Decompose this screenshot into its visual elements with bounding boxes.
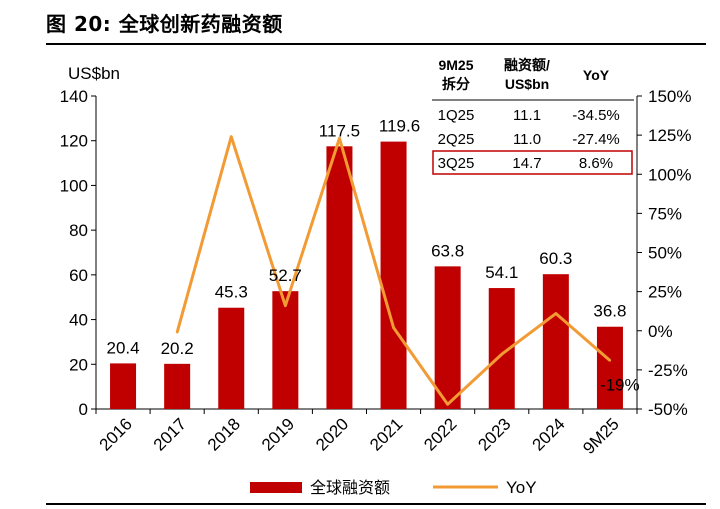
yoy-point (284, 304, 287, 307)
table-cell: -34.5% (572, 107, 620, 124)
figure-title: 图 20: 全球创新药融资额 (46, 12, 283, 36)
title-rule (46, 43, 706, 45)
bar-2021 (380, 141, 407, 409)
x-tick-label: 2018 (204, 414, 244, 454)
bar-2022 (434, 266, 461, 409)
table-cell: 3Q25 (438, 155, 475, 172)
yoy-value-label: -19% (600, 375, 640, 394)
table-header-cell: 9M25 (438, 57, 473, 73)
legend-bar-swatch (250, 482, 302, 493)
left-tick-label: 40 (69, 311, 88, 330)
x-tick-label: 2024 (528, 414, 568, 454)
bar-2016 (110, 363, 137, 409)
left-tick-label: 0 (79, 400, 88, 419)
table-cell: 11.0 (513, 131, 541, 148)
legend-line-label: YoY (506, 478, 537, 497)
left-tick-label: 60 (69, 266, 88, 285)
bar-2024 (542, 274, 569, 409)
x-tick-label: 2021 (366, 414, 406, 454)
table-header-cell: YoY (583, 67, 610, 83)
x-tick-label: 2023 (474, 414, 514, 454)
yoy-point (175, 331, 179, 334)
bar-2018 (218, 307, 245, 409)
right-tick-label: -25% (648, 361, 688, 380)
bottom-rule (46, 503, 706, 505)
x-tick-label: 2022 (420, 414, 460, 454)
right-tick-label: 125% (648, 126, 691, 145)
bar-value-label: 36.8 (593, 302, 626, 321)
x-tick-label: 2019 (258, 414, 298, 454)
x-tick-label: 9M25 (579, 414, 623, 458)
x-tick-label: 2020 (312, 414, 352, 454)
legend-bar-label: 全球融资额 (310, 479, 390, 497)
bar-2020 (326, 146, 353, 409)
bar-2017 (164, 363, 191, 409)
right-tick-label: 75% (648, 204, 682, 223)
yoy-point (230, 135, 233, 138)
table-cell: 11.1 (513, 107, 541, 124)
yoy-point (446, 403, 449, 406)
bar-9M25 (596, 326, 623, 409)
right-tick-label: 50% (648, 244, 682, 263)
right-tick-label: 100% (648, 165, 691, 184)
bar-value-label: 20.4 (107, 338, 140, 357)
right-tick-label: 150% (648, 87, 691, 106)
bar-value-label: 20.2 (161, 339, 194, 358)
yoy-point (608, 359, 612, 362)
bar-value-label: 54.1 (485, 263, 518, 282)
bar-value-label: 45.3 (215, 283, 248, 302)
table-cell: 1Q25 (438, 107, 475, 124)
yoy-point (554, 312, 558, 315)
x-tick-label: 2017 (150, 414, 190, 454)
table-cell: 14.7 (512, 155, 541, 172)
left-tick-label: 140 (60, 87, 88, 106)
right-tick-label: -50% (648, 400, 688, 419)
table-header-cell: US$bn (505, 76, 549, 92)
bar-value-label: 63.8 (431, 241, 464, 260)
bar-value-label: 119.6 (379, 117, 420, 136)
bar-2019 (272, 291, 299, 409)
left-tick-label: 100 (60, 176, 88, 195)
left-tick-label: 120 (60, 132, 88, 151)
bar-value-label: 52.7 (269, 266, 302, 285)
bar-value-label: 117.5 (319, 121, 360, 140)
yoy-point (392, 326, 395, 329)
yoy-point (500, 353, 503, 356)
left-tick-label: 20 (69, 355, 88, 374)
bar-value-label: 60.3 (539, 249, 572, 268)
right-tick-label: 0% (648, 322, 673, 341)
table-cell: 8.6% (579, 155, 613, 172)
table-header-cell: 拆分 (442, 76, 470, 92)
table-header-cell: 融资额/ (504, 57, 550, 73)
x-tick-label: 2016 (96, 414, 136, 454)
yoy-point (338, 137, 341, 140)
table-cell: 2Q25 (438, 131, 475, 148)
table-cell: -27.4% (572, 131, 620, 148)
left-tick-label: 80 (69, 221, 88, 240)
table-highlight-box (432, 150, 633, 175)
y-axis-unit-label: US$bn (68, 64, 120, 83)
right-tick-label: 25% (648, 283, 682, 302)
